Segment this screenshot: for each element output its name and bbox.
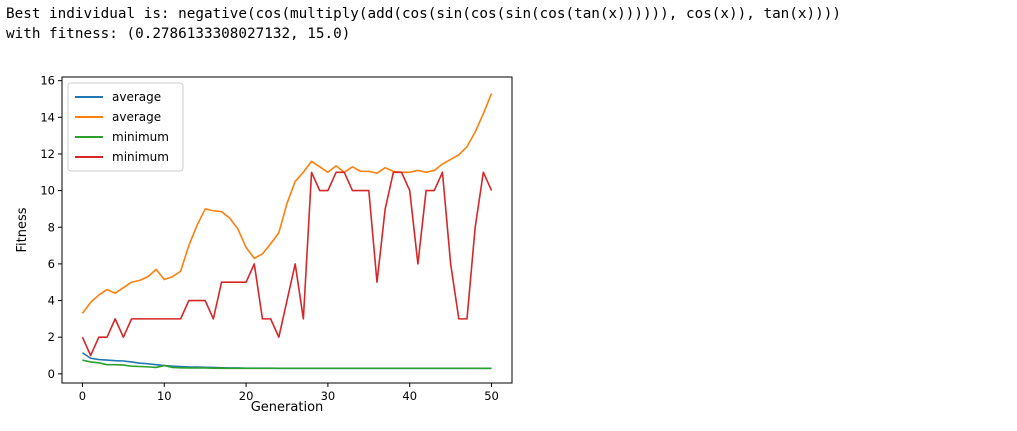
legend: average average minimum minimum bbox=[67, 82, 184, 172]
legend-label: minimum bbox=[112, 130, 169, 144]
y-axis-label: Fitness bbox=[15, 207, 30, 252]
series-layer bbox=[81, 93, 493, 370]
y-tick-label: 0 bbox=[48, 367, 55, 381]
x-tick-label: 10 bbox=[157, 389, 172, 403]
x-tick-label: 20 bbox=[239, 389, 254, 403]
y-tick-label: 6 bbox=[48, 257, 55, 271]
x-tick-label: 0 bbox=[79, 389, 86, 403]
x-tick-label: 30 bbox=[321, 389, 336, 403]
x-tick-label: 40 bbox=[402, 389, 417, 403]
chart-container: 0 10 20 30 40 50 0 2 4 6 8 10 12 14 16 Generation Fitn… bbox=[0, 60, 560, 426]
legend-label: average bbox=[112, 90, 161, 104]
legend-label: average bbox=[112, 110, 161, 124]
series-line-2 bbox=[81, 93, 493, 314]
y-tick-label: 12 bbox=[40, 147, 55, 161]
axes-layer: 0 10 20 30 40 50 0 2 4 6 8 10 12 14 16 bbox=[40, 74, 499, 403]
x-tick-label: 50 bbox=[484, 389, 499, 403]
series-line-4 bbox=[81, 171, 493, 357]
y-tick-label: 16 bbox=[40, 74, 55, 88]
y-tick-label: 2 bbox=[48, 330, 55, 344]
fitness-line: with fitness: (0.2786133308027132, 15.0) bbox=[6, 26, 351, 42]
legend-label: minimum bbox=[112, 150, 169, 164]
legend-box bbox=[67, 82, 184, 172]
y-tick-label: 14 bbox=[40, 110, 55, 124]
y-tick-label: 4 bbox=[48, 294, 55, 308]
y-tick-label: 8 bbox=[48, 220, 55, 234]
fitness-chart: 0 10 20 30 40 50 0 2 4 6 8 10 12 14 16 Generation Fitn… bbox=[15, 74, 513, 415]
x-axis-label: Generation bbox=[251, 400, 324, 415]
best-individual-line: Best individual is: negative(cos(multipl… bbox=[6, 6, 841, 22]
y-tick-label: 10 bbox=[40, 184, 55, 198]
series-line-3 bbox=[82, 359, 492, 370]
cell-output: Best individual is: negative(cos(multipl… bbox=[6, 4, 841, 44]
